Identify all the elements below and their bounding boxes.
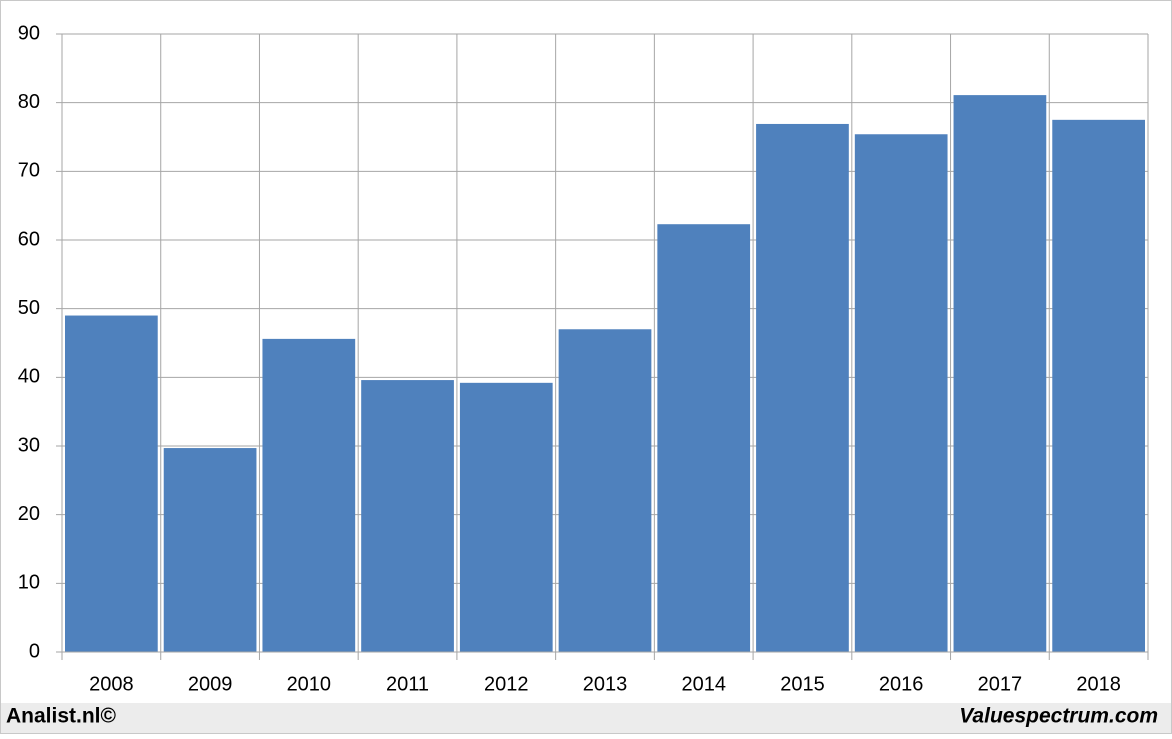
- bar: [262, 338, 356, 652]
- x-tick-label: 2008: [89, 673, 134, 695]
- x-tick-label: 2018: [1076, 673, 1121, 695]
- bar: [558, 329, 652, 652]
- y-tick-label: 10: [18, 572, 40, 594]
- x-tick-label: 2015: [780, 673, 825, 695]
- y-tick-label: 60: [18, 228, 40, 250]
- x-tick-label: 2014: [681, 673, 726, 695]
- footer-strip: [1, 703, 1171, 733]
- y-tick-label: 50: [18, 297, 40, 319]
- bar: [756, 123, 849, 653]
- y-tick-label: 30: [18, 434, 40, 456]
- credit-left: Analist.nl©: [6, 705, 117, 728]
- bar: [953, 95, 1047, 652]
- x-tick-label: 2011: [386, 673, 429, 695]
- y-tick-label: 20: [18, 503, 40, 525]
- x-tick-label: 2013: [583, 673, 628, 695]
- credit-right: Valuespectrum.com: [959, 705, 1158, 728]
- bar: [163, 448, 257, 652]
- bar: [854, 134, 948, 653]
- y-tick-label: 90: [18, 22, 40, 44]
- x-tick-label: 2017: [978, 673, 1023, 695]
- y-tick-label: 0: [29, 640, 40, 662]
- x-tick-label: 2016: [879, 673, 924, 695]
- bar: [1052, 119, 1145, 653]
- x-tick-label: 2012: [484, 673, 529, 695]
- x-tick-label: 2009: [188, 673, 233, 695]
- x-tick-label: 2010: [287, 673, 332, 695]
- y-tick-label: 40: [18, 366, 40, 388]
- y-tick-label: 80: [18, 91, 40, 113]
- bar: [657, 224, 751, 652]
- bar: [361, 380, 454, 652]
- y-tick-label: 70: [18, 160, 40, 182]
- bar: [65, 315, 158, 652]
- bar: [459, 382, 553, 652]
